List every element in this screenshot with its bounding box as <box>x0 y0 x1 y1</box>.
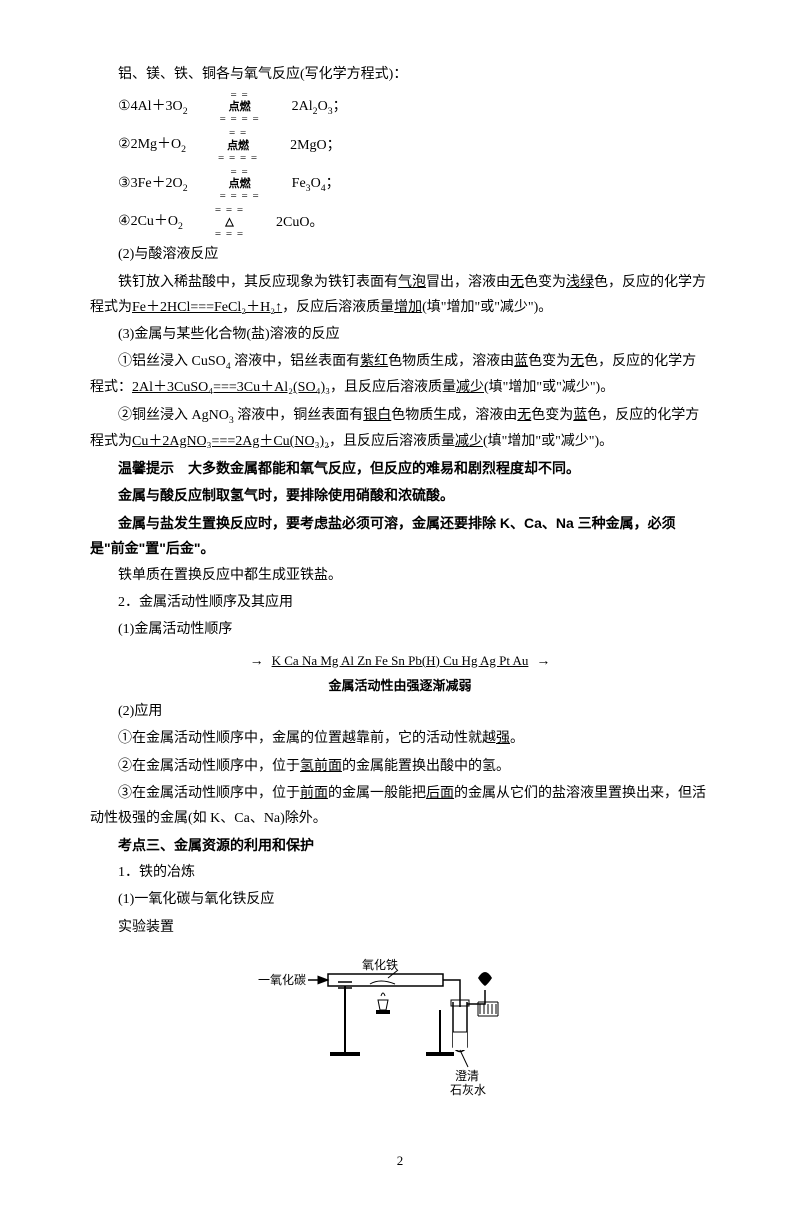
heading-2: 2．金属活动性顺序及其应用 <box>90 590 710 615</box>
tip-2: 金属与酸反应制取氢气时，要排除使用硝酸和浓硫酸。 <box>90 483 710 508</box>
tip-1: 温馨提示 大多数金属都能和氧气反应，但反应的难易和剧烈程度却不同。 <box>90 456 710 481</box>
fe2o3-label: 氧化铁 <box>362 958 398 972</box>
intro-text: 铝、镁、铁、铜各与氧气反应(写化学方程式)： <box>90 62 710 87</box>
svg-text:澄清: 澄清 <box>455 1068 479 1083</box>
section-2: (2)与酸溶液反应 <box>90 242 710 267</box>
app-2: ②在金属活动性顺序中，位于氢前面的金属能置换出酸中的氢。 <box>90 754 710 779</box>
app-1: ①在金属活动性顺序中，金属的位置越靠前，它的活动性就越强。 <box>90 726 710 751</box>
equation-4: ④2Cu＋O2 = = =△= = = 2CuO。 <box>90 204 710 240</box>
equation-2: ②2Mg＋O2 = =点燃= = = = 2MgO； <box>90 127 710 163</box>
para-cu-agno3: ②铜丝浸入 AgNO3 溶液中，铜丝表面有银白色物质生成，溶液由无色变为蓝色，反… <box>90 403 710 455</box>
page-number: 2 <box>90 1149 710 1172</box>
app-3: ③在金属活动性顺序中，位于前面的金属一般能把后面的金属从它们的盐溶液里置换出来，… <box>90 781 710 831</box>
activity-series: →K Ca Na Mg Al Zn Fe Sn Pb(H) Cu Hg Ag P… <box>90 649 710 698</box>
heading-topic-3: 考点三、金属资源的利用和保护 <box>90 833 710 858</box>
p-co-fe2o3: (1)一氧化碳与氧化铁反应 <box>90 887 710 912</box>
para-al-cuso4: ①铝丝浸入 CuSO4 溶液中，铝丝表面有紫红色物质生成，溶液由蓝色变为无色，反… <box>90 349 710 401</box>
sub-1: (1)金属活动性顺序 <box>90 617 710 642</box>
sub-2: (2)应用 <box>90 699 710 724</box>
co-label: 一氧化碳 <box>258 973 306 987</box>
p-iron-smelt: 1．铁的冶炼 <box>90 860 710 885</box>
p-apparatus: 实验装置 <box>90 915 710 940</box>
equation-1: ①4Al＋3O2 = =点燃= = = = 2Al2O3； <box>90 89 710 125</box>
tip-3: 金属与盐发生置换反应时，要考虑盐必须可溶，金属还要排除 K、Ca、Na 三种金属… <box>90 511 710 561</box>
equation-3: ③3Fe＋2O2 = =点燃= = = = Fe3O4； <box>90 166 710 202</box>
section-3: (3)金属与某些化合物(盐)溶液的反应 <box>90 322 710 347</box>
experiment-diagram: 一氧化碳 氧化铁 澄清 石灰水 <box>90 952 710 1121</box>
para-iron-hcl: 铁钉放入稀盐酸中，其反应现象为铁钉表面有气泡冒出，溶液由无色变为浅绿色，反应的化… <box>90 270 710 320</box>
svg-text:石灰水: 石灰水 <box>450 1083 486 1097</box>
tip-4: 铁单质在置换反应中都生成亚铁盐。 <box>90 563 710 588</box>
